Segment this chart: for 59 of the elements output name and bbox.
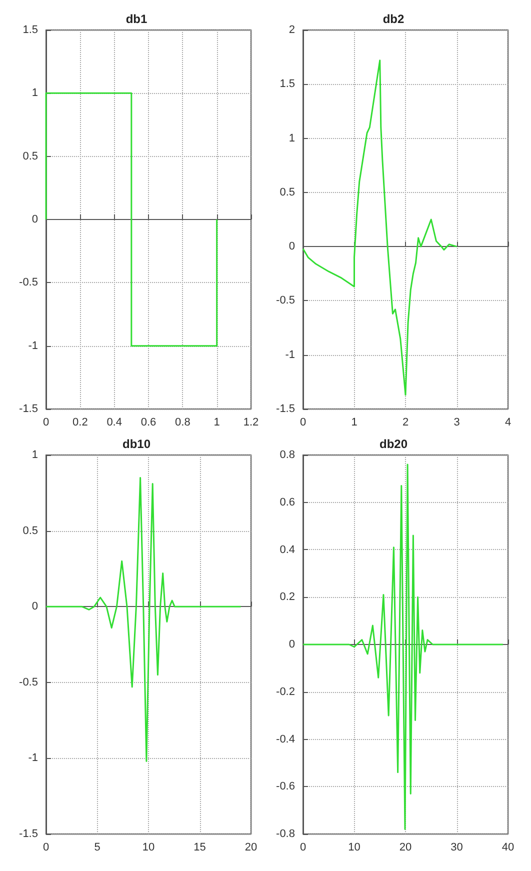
y-tick-label: -0.6 — [276, 780, 295, 793]
x-tick-label: 3 — [454, 416, 460, 428]
x-tick-label: 1.2 — [243, 416, 259, 428]
x-tick-label: 10 — [142, 842, 155, 854]
chart-title: db1 — [126, 12, 148, 26]
x-tick-label: 0.4 — [106, 416, 122, 428]
y-tick-label: -0.5 — [19, 276, 38, 289]
y-tick-label: 1.5 — [280, 78, 295, 90]
x-tick-label: 0 — [300, 416, 306, 428]
chart-title: db10 — [122, 437, 151, 451]
y-tick-label: 0.5 — [22, 150, 38, 162]
y-tick-label: 0.2 — [280, 591, 295, 604]
y-tick-label: -0.4 — [276, 733, 295, 746]
x-tick-label: 1 — [214, 416, 220, 428]
x-tick-label: 0 — [42, 842, 50, 854]
x-tick-label: 20 — [244, 842, 258, 854]
y-tick-label: 0.8 — [280, 449, 295, 461]
x-tick-label: 1 — [351, 416, 358, 428]
y-tick-label: 0 — [288, 240, 295, 253]
y-tick-label: 0.5 — [22, 524, 38, 537]
x-tick-label: 0.2 — [72, 416, 88, 428]
y-tick-label: -1.5 — [276, 403, 295, 415]
y-tick-label: -1 — [28, 752, 38, 764]
x-tick-label: 0.8 — [175, 416, 190, 428]
line-series — [302, 464, 504, 830]
y-tick-label: 1 — [32, 87, 38, 100]
y-tick-label: -0.2 — [276, 686, 295, 698]
y-tick-label: -1 — [285, 348, 295, 361]
y-tick-label: -0.5 — [19, 676, 38, 688]
y-tick-label: 0 — [32, 600, 38, 613]
y-tick-label: 2 — [288, 24, 295, 36]
line-series — [302, 60, 458, 396]
x-tick-label: 4 — [504, 416, 512, 428]
chart-title: db20 — [379, 437, 408, 451]
x-tick-label: 0.6 — [140, 416, 156, 428]
x-tick-label: 5 — [94, 842, 100, 854]
y-tick-label: 0 — [288, 638, 295, 650]
x-tick-label: 30 — [450, 842, 463, 854]
y-tick-label: -0.5 — [276, 294, 295, 307]
x-tick-label: 40 — [502, 842, 514, 854]
y-tick-label: -1.5 — [19, 828, 38, 840]
y-tick-label: 0 — [32, 214, 38, 226]
x-tick-label: 0 — [300, 842, 306, 854]
y-tick-label: -1.5 — [19, 403, 38, 415]
y-tick-label: -0.8 — [276, 828, 295, 840]
y-tick-label: 1 — [288, 132, 295, 144]
y-tick-label: 0.6 — [280, 496, 295, 508]
y-tick-label: -1 — [28, 340, 38, 352]
x-tick-label: 0 — [42, 416, 50, 428]
y-tick-label: 0.4 — [280, 544, 295, 556]
y-tick-label: 0.5 — [280, 186, 295, 198]
line-series — [45, 476, 242, 762]
x-tick-label: 2 — [402, 416, 409, 428]
y-tick-label: 1 — [32, 449, 38, 461]
chart-title: db2 — [382, 12, 404, 26]
x-tick-label: 15 — [194, 842, 206, 854]
x-tick-label: 20 — [399, 842, 412, 854]
y-tick-label: 1.5 — [22, 24, 38, 36]
x-tick-label: 10 — [348, 842, 360, 854]
